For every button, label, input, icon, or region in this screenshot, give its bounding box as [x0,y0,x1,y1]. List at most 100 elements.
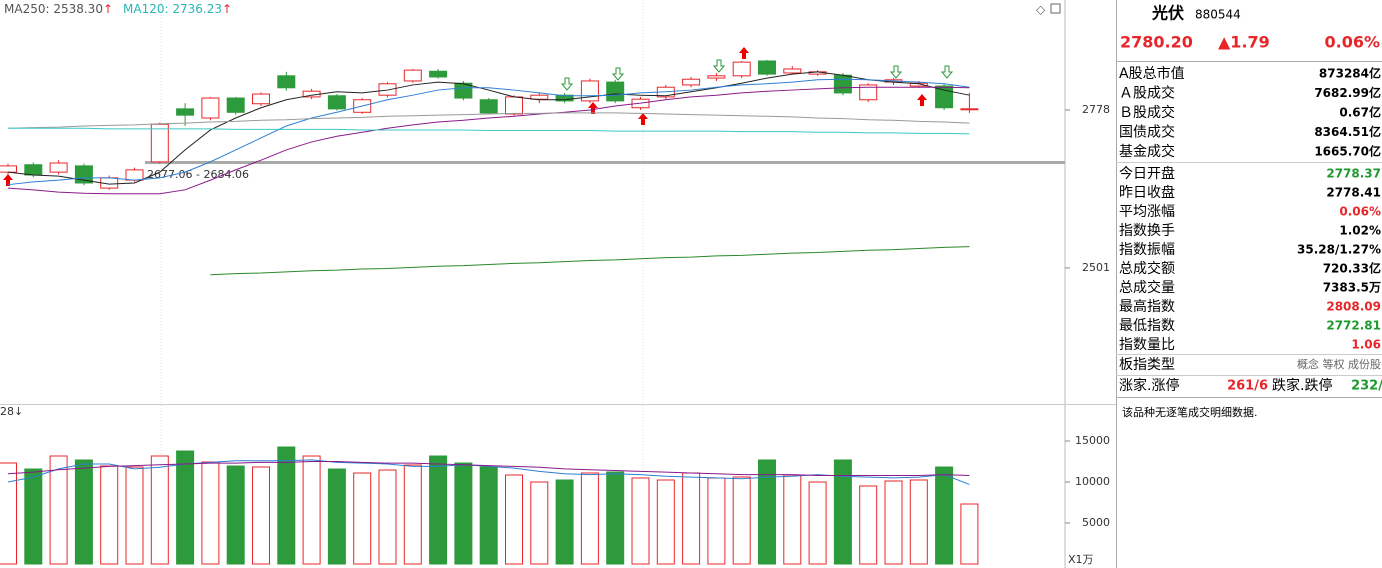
legend-arrow: ↑ [102,2,114,16]
candle-body [606,81,625,102]
row-label: 指数振幅 [1119,242,1175,258]
buy-arrow [638,113,648,125]
candle-body [277,75,296,89]
row-value: 8364.51亿 [1314,124,1381,139]
volume-bar [176,450,195,565]
candle-body [707,75,726,79]
row-value: 2778.37 [1326,167,1381,181]
volume-bar [505,474,523,565]
legend-label: MA120: 2736.23 [123,2,222,16]
row-label: 今日开盘 [1119,165,1175,182]
breadth-label: 涨家.涨停 [1119,377,1179,394]
volume-bar [732,476,751,565]
candle-body [859,84,878,101]
candle-body [0,165,17,173]
row-label: 国债成交 [1119,124,1175,141]
volume-bar [403,464,422,565]
volume-bar [631,477,650,565]
candle-body [454,82,473,99]
volume-bar [960,503,979,565]
sell-arrows [560,59,954,91]
volume-bar [707,477,726,565]
row-value: 7383.5万 [1323,281,1381,295]
sell-arrow [560,77,574,91]
row-value: 0.06% [1339,205,1381,219]
volume-bar [909,479,928,565]
legend-arrow: ↑ [221,2,233,16]
volume-bar [378,469,397,565]
candle-body [530,94,549,100]
gap-annotation: 2677.06 - 2684.06 [147,168,249,181]
buy-arrow [917,94,927,106]
volume-bar [0,462,17,565]
candle-body [682,78,701,86]
volume-bar [808,481,827,565]
volume-bar [226,465,245,565]
candle-body [378,83,397,96]
ma-line [210,246,970,276]
volume-bar [302,455,321,565]
volume-bar [150,455,169,565]
candle-body [909,82,928,87]
row-value: 1.06 [1351,338,1381,352]
volume-bar [201,461,220,565]
breadth-value: 232/1 [1351,379,1382,394]
row-label: Ａ股成交 [1119,85,1175,102]
volume-bar [758,459,776,565]
sell-arrow [889,65,903,79]
candle-body [24,164,43,176]
row-label: 昨日收盘 [1119,184,1175,201]
row-value: 873284亿 [1319,66,1381,81]
volume-bar [327,468,346,565]
icon[interactable] [1050,3,1061,14]
volume-bar [454,462,473,565]
breadth-value: 261/6 [1227,379,1268,394]
row-label: 基金成交 [1119,143,1175,160]
volume-bar [100,465,119,565]
candle-body [783,68,802,74]
ma-legend: MA250: 2538.30↑ MA120: 2736.23↑ [4,2,232,16]
volume-bar [580,472,599,565]
sell-arrow [940,65,954,79]
volume-bar [530,481,549,565]
row-value: 1.02% [1339,224,1381,238]
y-tick-label: 10000 [1075,475,1110,488]
row-label: 指数换手 [1119,222,1175,239]
index-name: 光伏 [1151,4,1184,23]
candle-body [150,123,169,163]
signals [3,47,954,186]
ma-line [7,86,970,195]
volume-bar [884,480,903,565]
candle-body [327,95,346,110]
volume-bar [833,459,852,565]
row-value: 7682.99亿 [1314,85,1381,100]
row-value: 0.67亿 [1339,105,1381,120]
volume-unit: X1万 [1068,553,1094,566]
index-change: ▲1.79 [1218,33,1270,52]
row-value: 1665.70亿 [1314,144,1381,159]
y-tick-label: 15000 [1075,434,1110,447]
row-label: 最低指数 [1119,318,1175,334]
buy-arrow [739,47,749,59]
volume-bar [606,471,625,565]
candle-body [49,162,68,173]
row-label: A股总市值 [1119,65,1185,82]
icon[interactable]: ◇ [1036,3,1046,17]
buy-arrow [3,174,13,186]
candle-body [505,96,523,115]
sell-arrow [611,67,625,81]
volume-bar [935,466,954,565]
candle-body [252,93,270,105]
volume-bar [252,466,270,565]
volume-bar [479,466,498,565]
row-label: 板指类型 [1119,357,1175,373]
row-label: 指数量比 [1119,337,1175,353]
note: 该品种无逐笔成交明细数据. [1122,405,1258,419]
index-percent: 0.06% [1324,33,1380,52]
candle-body [833,74,852,94]
y-tick-label: 2501 [1082,261,1110,274]
volume-bar [277,446,296,565]
volume-bar [24,468,43,565]
